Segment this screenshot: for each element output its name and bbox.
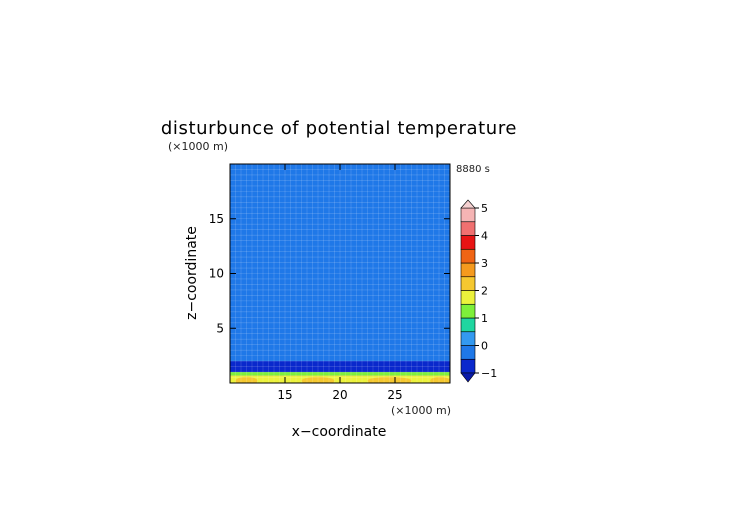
colorbar-tick-label-0: −1 (481, 367, 497, 380)
plot-area (230, 164, 450, 383)
field-warm-cell-3 (430, 376, 450, 383)
x-axis: 15 20 25 (277, 164, 403, 402)
field-contour-6 (285, 288, 406, 300)
colorbar-segment-4 (460, 303, 476, 319)
colorbar-segment-3 (460, 317, 476, 333)
time-label: 8880 s (456, 164, 490, 175)
field-warm-cell-2 (367, 376, 412, 383)
colorbar-tick-label-4: 3 (481, 257, 488, 270)
y-axis: 5 10 15 (209, 212, 450, 335)
x-tick-label-1: 20 (332, 388, 347, 402)
colorbar-extend-bottom (460, 372, 476, 383)
colorbar-segment-8 (460, 248, 476, 264)
field-contour-4 (230, 345, 450, 357)
colorbar-tick-label-1: 0 (481, 340, 488, 353)
colorbar-extend-top (460, 199, 476, 209)
x-tick-label-2: 25 (387, 388, 402, 402)
y-tick-label-1: 10 (209, 267, 224, 281)
field-band-3 (230, 361, 450, 366)
colorbar-segment-11 (460, 207, 476, 223)
colorbar-segment-5 (460, 290, 476, 305)
colorbar-segment-1 (460, 345, 476, 360)
field-warm-cell-1 (301, 376, 335, 383)
field-contour-7 (230, 266, 450, 276)
colorbar-segment-9 (460, 235, 476, 250)
colorbar: −1 0 1 2 3 4 5 (460, 199, 497, 383)
x-unit-label: (×1000 m) (391, 404, 451, 417)
field-contour-8 (279, 212, 401, 227)
y-tick-label-0: 5 (216, 321, 224, 335)
colorbar-segment-2 (460, 331, 476, 346)
y-axis-label: z−coordinate (184, 226, 200, 320)
chart-title: disturbunce of potential temperature (161, 118, 517, 139)
y-tick-label-2: 15 (209, 212, 224, 226)
colorbar-segment-10 (460, 221, 476, 236)
colorbar-segment-7 (460, 262, 476, 278)
colorbar-segment-6 (460, 276, 476, 291)
field-band-1 (230, 372, 450, 376)
colorbar-tick-label-2: 1 (481, 312, 488, 325)
field-contour-9 (263, 174, 439, 184)
field-contour-5 (263, 328, 439, 338)
x-axis-label: x−coordinate (292, 424, 387, 440)
y-unit-label: (×1000 m) (168, 140, 228, 153)
field-band-2 (230, 365, 450, 373)
colorbar-tick-label-3: 2 (481, 285, 488, 298)
colorbar-tick-label-5: 4 (481, 230, 488, 243)
colorbar-segment-0 (460, 358, 476, 374)
x-tick-label-0: 15 (277, 388, 292, 402)
field-warm-cell-0 (235, 376, 258, 383)
colorbar-tick-label-6: 5 (481, 202, 488, 215)
